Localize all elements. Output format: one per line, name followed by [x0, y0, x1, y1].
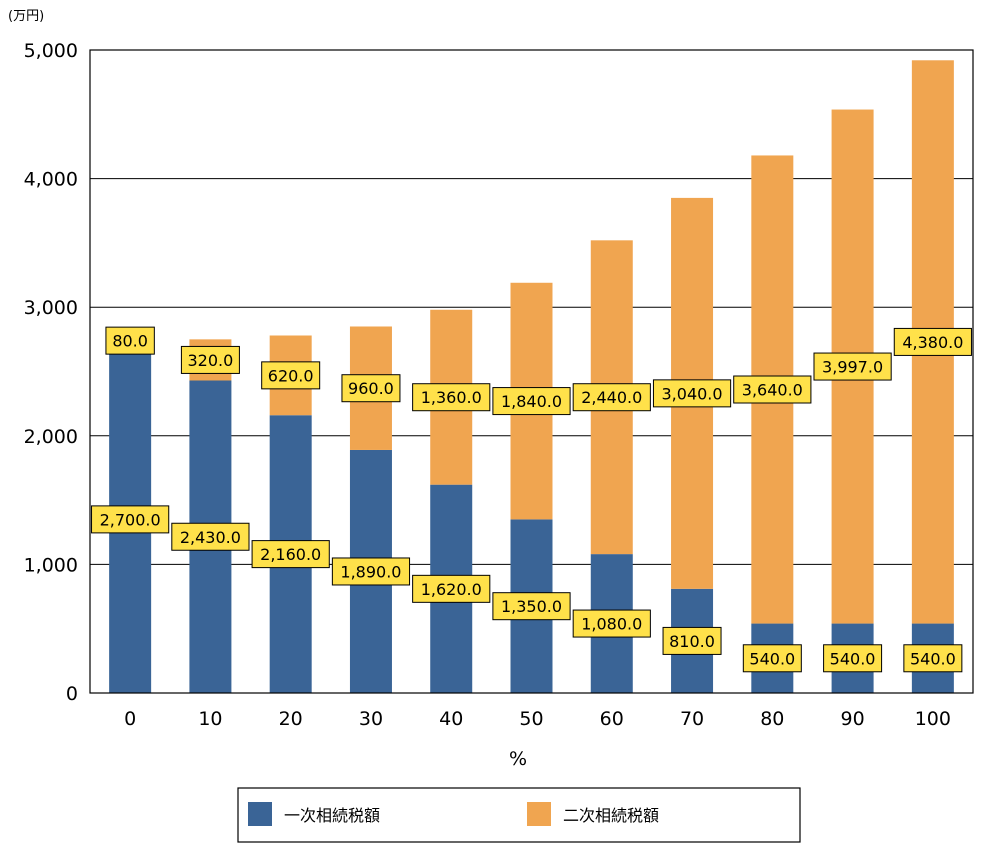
data-label-box: [572, 609, 651, 638]
legend-frame: [237, 787, 801, 843]
data-label: 2,430.0: [180, 528, 241, 547]
data-label-box: [893, 327, 972, 356]
y-tick-label: 0: [66, 683, 78, 705]
data-label: 80.0: [112, 332, 148, 351]
x-tick-label: 60: [600, 708, 624, 730]
y-tick-label: 2,000: [24, 426, 78, 448]
data-label: 3,997.0: [822, 358, 883, 377]
data-label: 540.0: [910, 649, 956, 668]
data-label: 960.0: [348, 379, 394, 398]
x-tick-label: 30: [359, 708, 383, 730]
data-label-box: [813, 352, 892, 381]
y-tick-label: 5,000: [24, 40, 78, 62]
legend-label-series-2: 二次相続税額: [563, 806, 659, 825]
data-label-box: [662, 626, 722, 655]
x-axis-label: %: [509, 748, 527, 770]
data-label: 1,080.0: [581, 615, 642, 634]
data-label-box: [331, 557, 411, 586]
data-label-box: [91, 505, 170, 534]
x-tick-label: 50: [519, 708, 543, 730]
data-label-box: [180, 345, 240, 374]
data-label: 3,640.0: [742, 381, 803, 400]
data-label: 4,380.0: [902, 333, 963, 352]
data-label-box: [903, 644, 963, 673]
y-tick-label: 4,000: [24, 169, 78, 191]
data-label-box: [492, 387, 571, 416]
data-label: 540.0: [830, 649, 876, 668]
plot-frame: [89, 49, 974, 694]
data-label-box: [742, 644, 802, 673]
data-labels: 2,700.0 80.0 2,430.0 320.0 2,160.0 620.0 1,890…: [91, 326, 972, 673]
data-label-box: [823, 644, 883, 673]
data-label-box: [492, 592, 571, 621]
data-label: 1,890.0: [340, 562, 401, 581]
data-label: 1,840.0: [501, 392, 562, 411]
legend-swatch-series-1: [248, 802, 272, 826]
data-label-box: [572, 383, 651, 412]
data-label-box: [261, 361, 321, 390]
y-tick-label: 1,000: [24, 554, 78, 576]
data-label: 2,440.0: [581, 388, 642, 407]
data-label: 2,160.0: [260, 545, 321, 564]
x-tick-label: 40: [439, 708, 463, 730]
x-axis-ticks: 0 10 20 30 40 50 60 70 80 90 100: [124, 708, 951, 730]
data-label-box: [412, 383, 491, 412]
data-label-box: [412, 574, 491, 603]
data-label-box: [171, 522, 250, 551]
data-label-box: [251, 540, 330, 569]
data-label: 320.0: [188, 351, 234, 370]
data-label: 1,350.0: [501, 597, 562, 616]
x-tick-label: 20: [279, 708, 303, 730]
data-label-box: [105, 326, 155, 355]
legend: 一次相続税額 二次相続税額: [237, 787, 801, 843]
x-tick-label: 70: [680, 708, 704, 730]
data-label: 540.0: [749, 649, 795, 668]
data-label: 810.0: [669, 632, 715, 651]
x-tick-label: 90: [840, 708, 864, 730]
data-label: 3,040.0: [662, 384, 723, 403]
data-label-box: [733, 375, 812, 404]
y-unit-label: (万円): [8, 9, 44, 24]
data-label: 620.0: [268, 366, 314, 385]
y-tick-label: 3,000: [24, 297, 78, 319]
y-axis-ticks: 0 1,000 2,000 3,000 4,000 5,000: [24, 40, 78, 705]
data-label-box: [341, 374, 401, 403]
data-label: 1,620.0: [421, 580, 482, 599]
x-tick-label: 0: [124, 708, 136, 730]
data-label: 1,360.0: [421, 388, 482, 407]
legend-label-series-1: 一次相続税額: [284, 806, 380, 825]
data-label: 2,700.0: [100, 510, 161, 529]
x-tick-label: 80: [760, 708, 784, 730]
x-tick-label: 10: [198, 708, 222, 730]
data-label-box: [652, 379, 732, 408]
legend-swatch-series-2: [527, 802, 551, 826]
x-tick-label: 100: [915, 708, 951, 730]
